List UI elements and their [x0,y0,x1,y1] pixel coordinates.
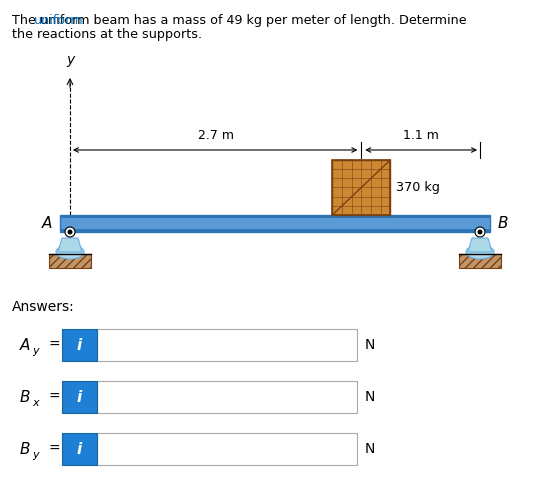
Bar [459,254,501,268]
Circle shape [65,227,75,237]
Ellipse shape [466,245,494,259]
Text: 1.1 m: 1.1 m [403,129,438,142]
Bar [332,160,390,215]
Bar [62,433,97,465]
Text: N: N [365,338,375,352]
Circle shape [475,227,485,237]
Text: The uniform beam has a mass of 49 kg per meter of length. Determine: The uniform beam has a mass of 49 kg per… [12,14,466,27]
Text: =: = [48,442,59,456]
Bar [60,215,490,232]
Text: i: i [77,390,82,405]
Text: the reactions at the supports.: the reactions at the supports. [12,28,202,41]
Circle shape [68,229,73,235]
Text: 2.7 m: 2.7 m [197,129,234,142]
Text: i: i [77,441,82,457]
Text: A: A [20,338,30,352]
Circle shape [477,229,482,235]
Text: N: N [365,390,375,404]
Bar [97,433,357,465]
Text: B: B [19,390,30,405]
Text: i: i [77,338,82,352]
Bar [49,254,91,268]
Polygon shape [468,238,492,252]
Text: N: N [365,442,375,456]
Bar [332,160,390,215]
Bar [60,215,490,218]
Bar [97,381,357,413]
Text: 370 kg: 370 kg [397,181,440,194]
Bar [60,229,490,232]
Text: B: B [19,441,30,457]
Text: uniform: uniform [34,14,84,27]
Text: x: x [32,398,39,408]
Text: y: y [32,346,39,356]
Bar [62,329,97,361]
Bar [62,381,97,413]
Text: y: y [32,450,39,460]
Text: =: = [48,338,59,352]
Bar [97,329,357,361]
Text: y: y [66,53,74,67]
Text: B: B [498,216,509,231]
Ellipse shape [56,245,84,259]
Polygon shape [58,238,82,252]
Text: =: = [48,390,59,404]
Text: Answers:: Answers: [12,300,75,314]
Text: A: A [42,216,52,231]
